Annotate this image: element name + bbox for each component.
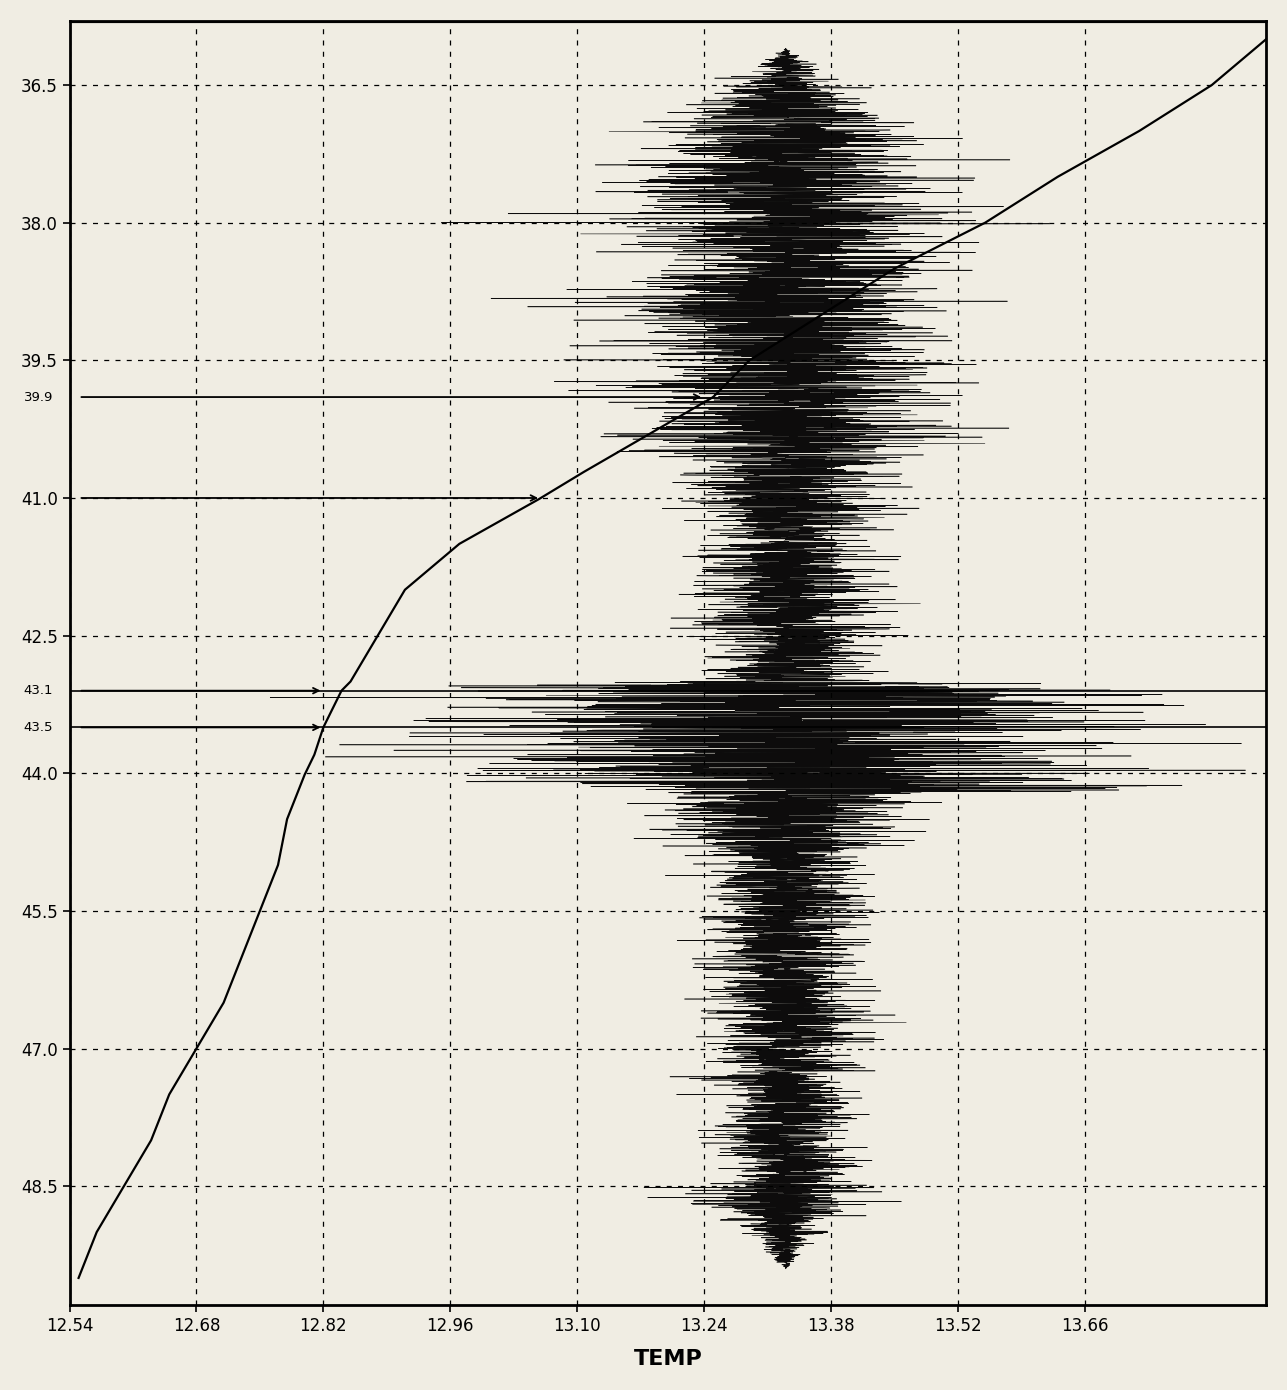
Text: 43.5: 43.5 [23,721,53,734]
Text: 43.1: 43.1 [23,684,53,698]
Text: 39.9: 39.9 [24,391,53,403]
X-axis label: TEMP: TEMP [633,1350,703,1369]
